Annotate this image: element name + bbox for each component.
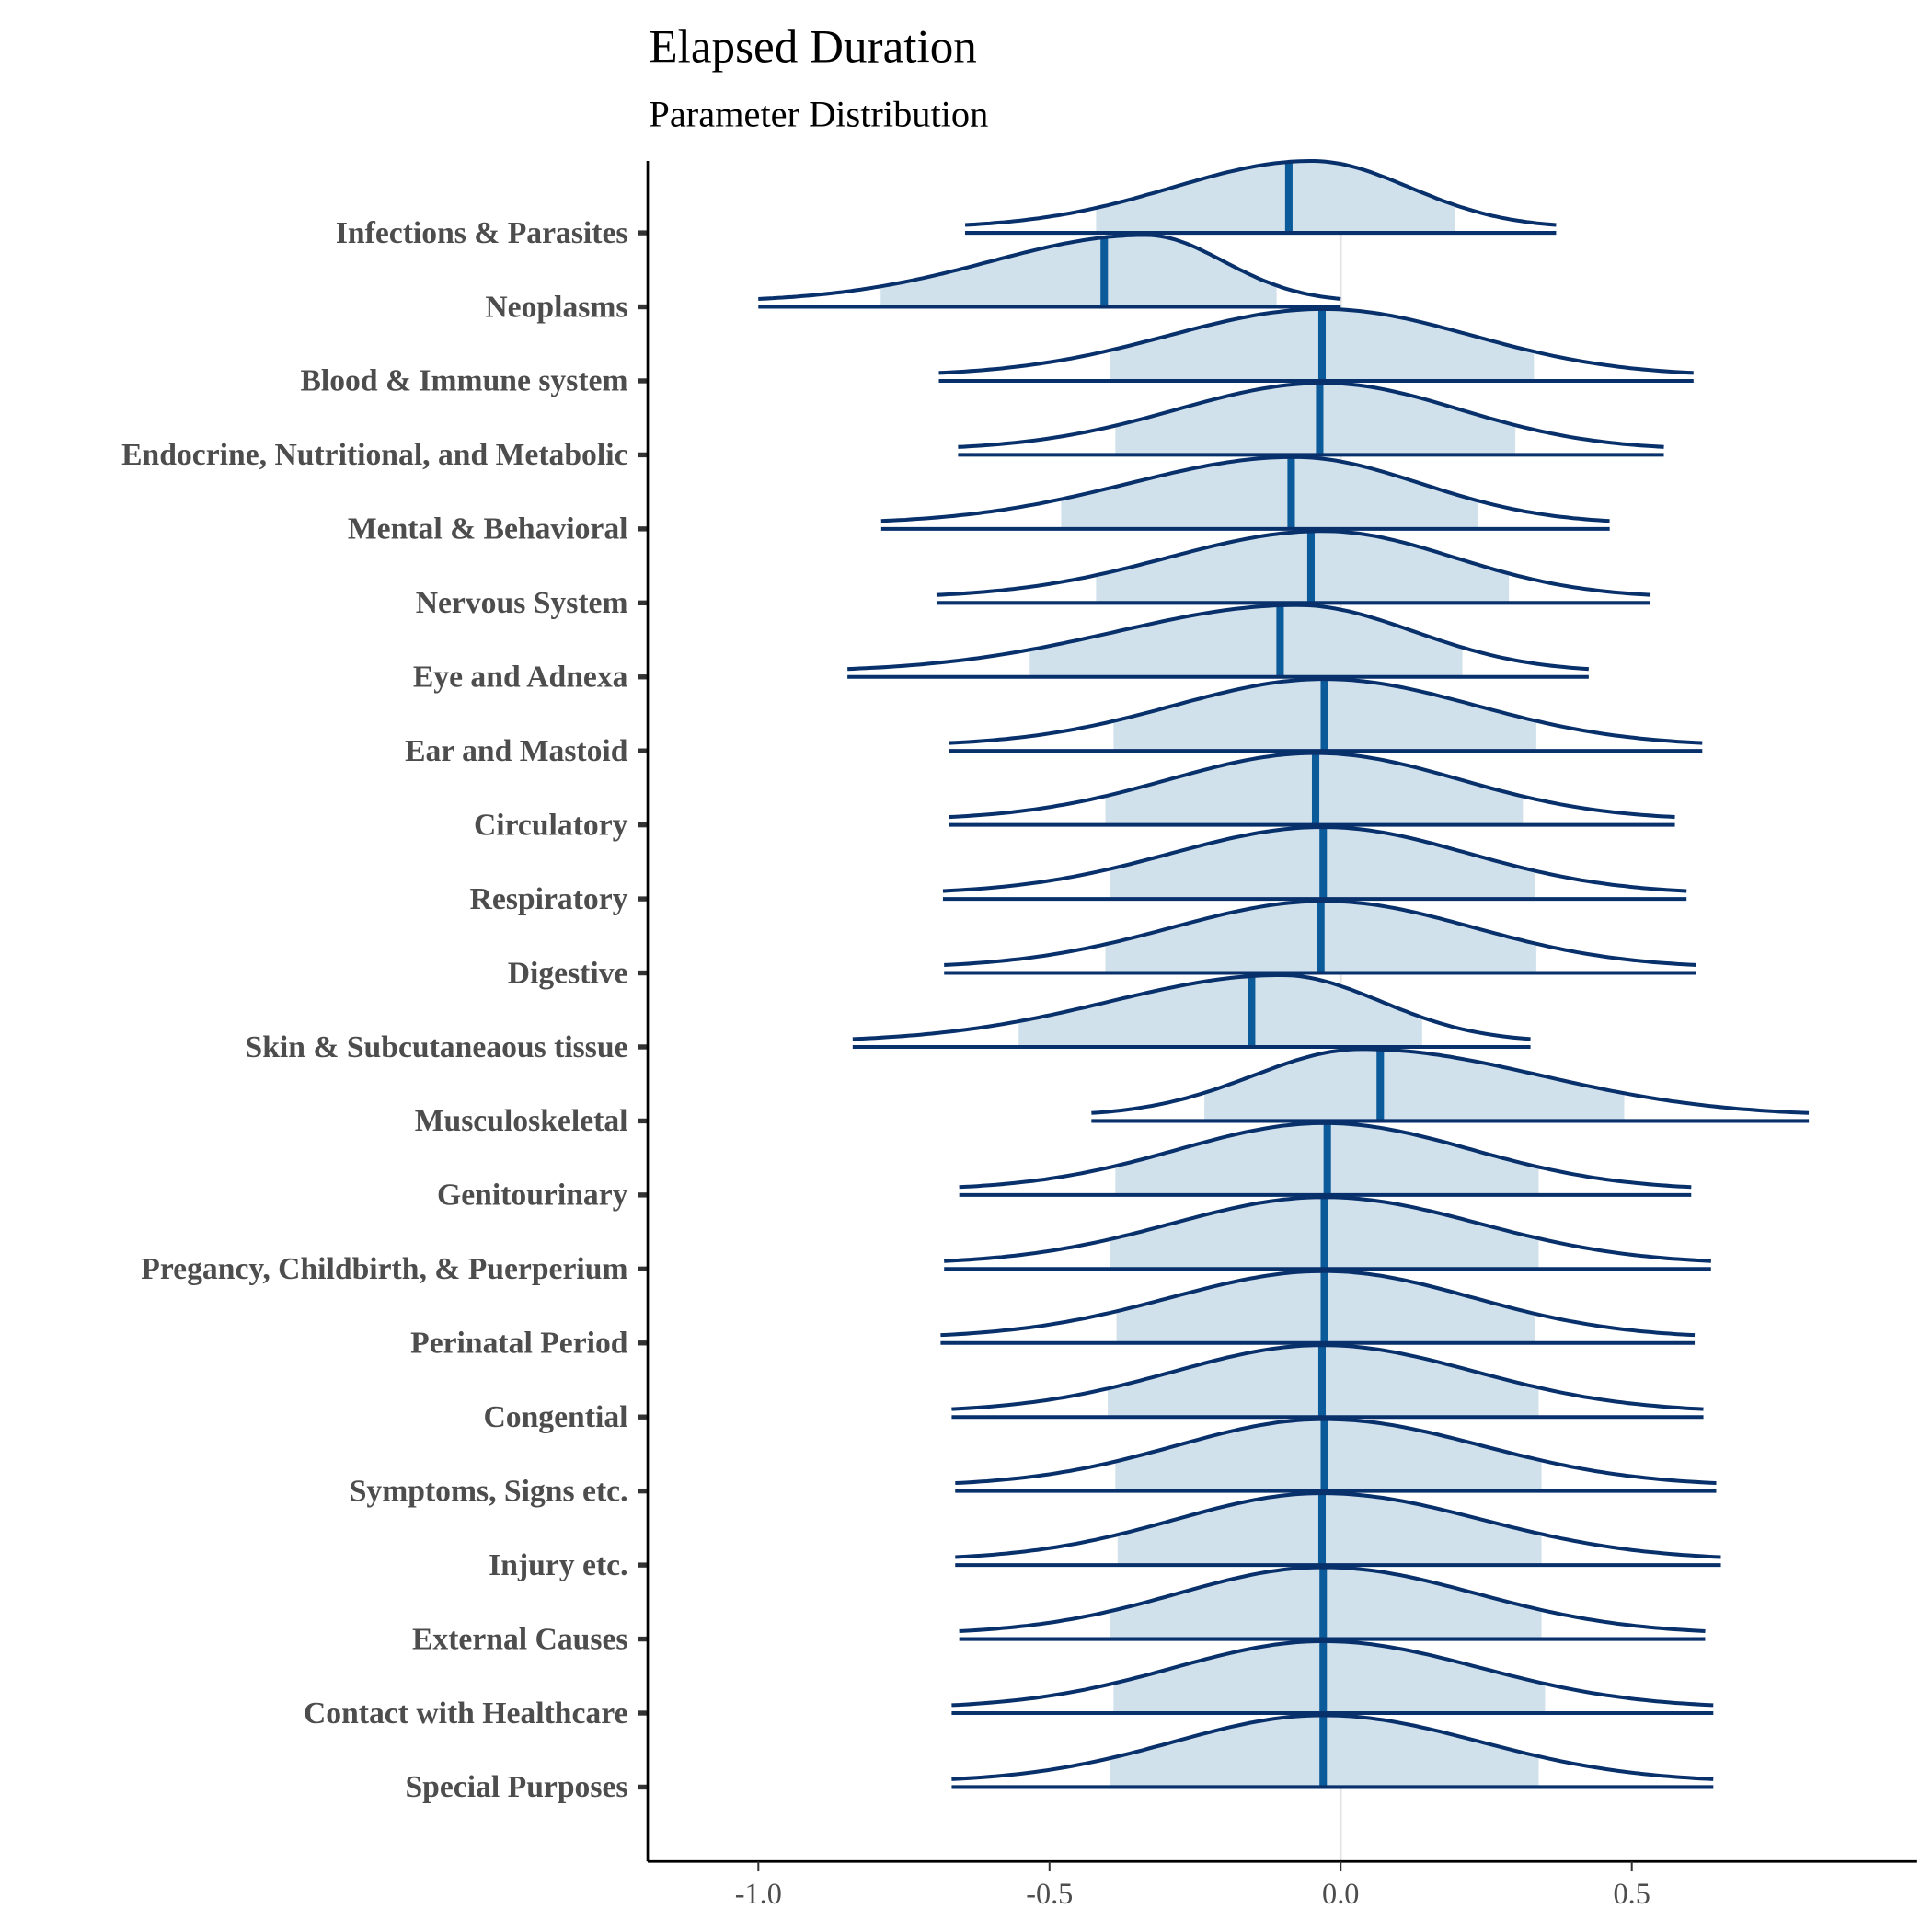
x-tick-label: 0.0 <box>1322 1877 1359 1910</box>
y-tick-label: Endocrine, Nutritional, and Metabolic <box>121 438 627 472</box>
ridge <box>944 899 1697 975</box>
ridge <box>959 1121 1692 1197</box>
ridge <box>940 1269 1696 1345</box>
y-tick-label: Symptoms, Signs etc. <box>350 1474 628 1508</box>
y-tick-label: Perinatal Period <box>410 1327 628 1361</box>
density-curve <box>940 1269 1696 1338</box>
density-curve <box>847 603 1589 672</box>
density-curve <box>944 1195 1711 1263</box>
density-curve <box>955 1417 1717 1486</box>
interval-fill <box>880 235 1277 307</box>
density-curve <box>949 677 1703 745</box>
density-curve <box>949 751 1675 820</box>
ridge <box>936 529 1651 605</box>
ridge <box>1091 1047 1810 1123</box>
interval-fill <box>1117 1493 1542 1566</box>
x-tick-label: 0.5 <box>1614 1877 1650 1910</box>
x-tick-label: -1.0 <box>735 1877 782 1910</box>
density-curve <box>951 1713 1714 1781</box>
y-tick-label: Congential <box>483 1400 627 1434</box>
density-curve <box>959 1565 1706 1634</box>
ridge <box>951 1713 1714 1789</box>
ridge <box>847 603 1589 679</box>
y-tick-label: Circulatory <box>474 808 628 842</box>
interval-fill <box>1096 531 1510 604</box>
ridge <box>958 381 1664 457</box>
interval-fill <box>1096 161 1455 234</box>
chart-title: Elapsed Duration <box>649 20 976 73</box>
density-curve <box>955 1491 1721 1559</box>
ridge <box>949 677 1703 753</box>
ridge <box>955 1491 1721 1568</box>
density-curve <box>758 233 1341 301</box>
ridge <box>852 972 1531 1050</box>
ridges <box>758 158 1810 1789</box>
density-curve <box>944 899 1697 967</box>
y-tick-label: Neoplasms <box>485 290 627 324</box>
density-curve <box>951 1639 1714 1708</box>
y-tick-label: Infections & Parasites <box>336 216 628 250</box>
ridge <box>949 751 1675 827</box>
ridge <box>944 1195 1711 1271</box>
density-curve <box>880 454 1610 523</box>
ridge <box>964 158 1557 236</box>
y-tick-label: Respiratory <box>470 882 628 916</box>
interval-fill <box>1204 1049 1625 1121</box>
ridge <box>938 306 1694 383</box>
y-tick-label: External Causes <box>412 1622 628 1656</box>
interval-fill <box>1061 456 1478 529</box>
ridge <box>955 1417 1717 1493</box>
ridge <box>959 1565 1706 1641</box>
y-tick-label: Eye and Adnexa <box>413 661 628 695</box>
y-tick-label: Nervous System <box>416 586 628 620</box>
y-axis: Infections & Parasites Neoplasms Blood & I… <box>121 161 650 1862</box>
y-tick-label: Musculoskeletal <box>415 1104 628 1138</box>
ridge <box>758 233 1341 309</box>
interval-fill <box>1018 974 1422 1047</box>
density-curve <box>959 1121 1692 1190</box>
density-curve <box>964 158 1557 227</box>
ridge <box>942 824 1687 902</box>
density-curve <box>951 1343 1704 1411</box>
ridge <box>951 1343 1704 1420</box>
y-tick-label: Ear and Mastoid <box>405 734 628 768</box>
density-curve <box>958 381 1664 449</box>
density-curve <box>852 972 1531 1041</box>
ridge <box>951 1639 1714 1716</box>
interval-fill <box>1029 604 1463 677</box>
y-tick-label: Pregancy, Childbirth, & Puerperium <box>141 1252 627 1286</box>
y-tick-label: Genitourinary <box>437 1179 628 1213</box>
ridge <box>880 454 1610 531</box>
interval-fill <box>1115 383 1516 455</box>
interval-fill <box>1115 1419 1542 1491</box>
y-tick-label: Special Purposes <box>405 1770 627 1804</box>
y-tick-label: Mental & Behavioral <box>348 512 628 546</box>
y-tick-label: Blood & Immune system <box>300 364 627 398</box>
chart-subtitle: Parameter Distribution <box>649 93 988 134</box>
y-tick-label: Contact with Healthcare <box>304 1696 628 1731</box>
y-tick-label: Injury etc. <box>489 1548 627 1582</box>
y-tick-label: Skin & Subcutaneaous tissue <box>246 1030 628 1064</box>
y-tick-label: Digestive <box>508 956 628 990</box>
density-curve <box>938 306 1694 375</box>
x-tick-label: -0.5 <box>1026 1877 1073 1910</box>
density-curve <box>936 529 1651 597</box>
interval-fill <box>1113 1640 1546 1713</box>
density-curve <box>942 824 1687 893</box>
density-curve <box>1091 1047 1810 1115</box>
x-axis: -1.0 -0.5 0.0 0.5 <box>648 1859 1917 1910</box>
